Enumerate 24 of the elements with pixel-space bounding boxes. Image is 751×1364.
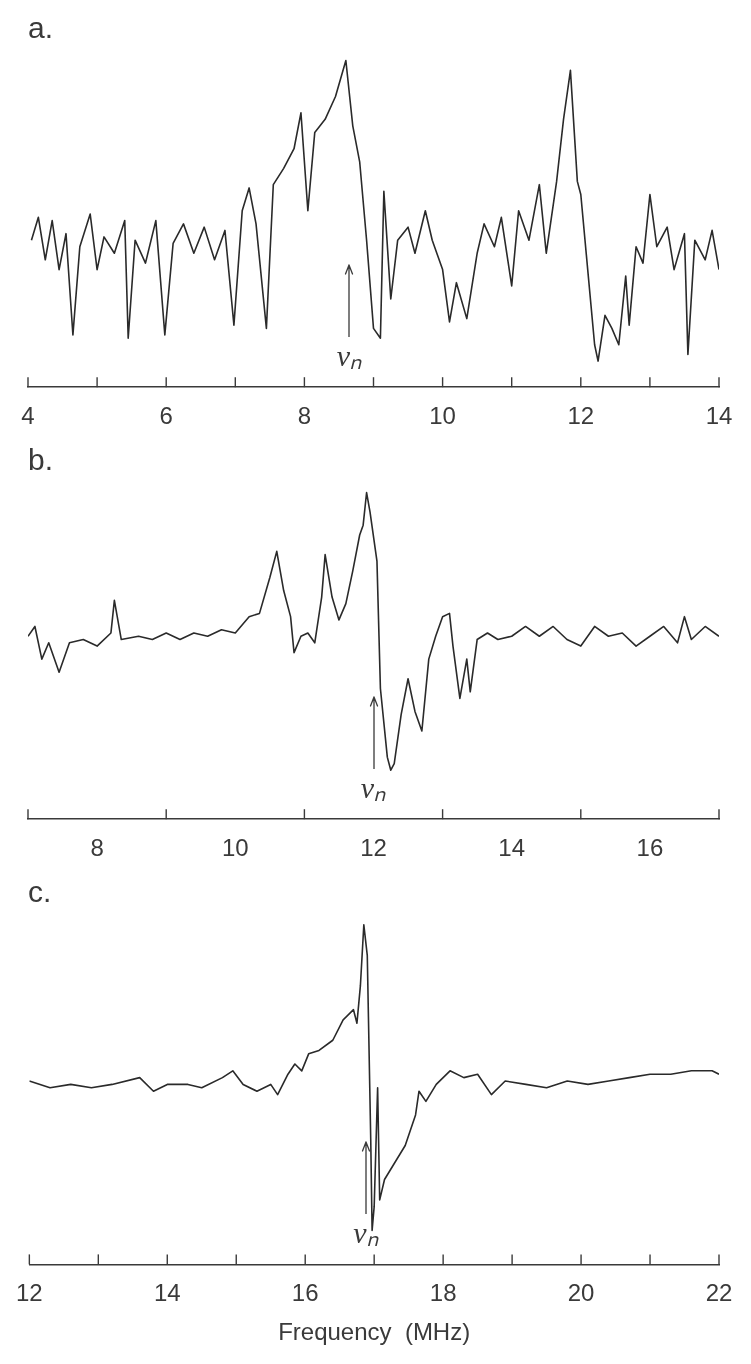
x-tick-label: 10 [429, 402, 456, 430]
ref-line-label: νₙ [353, 1216, 379, 1250]
x-tick-label: 12 [567, 402, 595, 430]
x-tick-label: 14 [153, 1279, 181, 1307]
x-tick-label: 14 [498, 834, 526, 862]
x-tick-label: 20 [567, 1279, 595, 1307]
x-tick-label: 12 [360, 834, 387, 862]
x-tick-label: 22 [705, 1279, 733, 1307]
x-tick-label: 12 [16, 1279, 43, 1307]
x-tick-label: 6 [159, 402, 173, 430]
chart-title: c. [28, 875, 52, 909]
x-tick-label: 14 [705, 402, 733, 430]
x-tick-label: 10 [221, 834, 249, 862]
x-tick-label: 16 [636, 834, 664, 862]
x-tick-label: 18 [429, 1279, 457, 1307]
ref-line-label: νₙ [360, 771, 387, 805]
chart-title: a. [28, 11, 54, 45]
x-tick-label: 16 [291, 1279, 319, 1307]
ref-line-label: νₙ [336, 339, 362, 373]
x-tick-label: 8 [297, 402, 312, 430]
x-tick-label: 8 [90, 834, 104, 862]
chart-title: b. [28, 443, 54, 477]
x-tick-label: 4 [21, 402, 35, 430]
x-axis-title: Frequency (MHz) [278, 1318, 471, 1346]
